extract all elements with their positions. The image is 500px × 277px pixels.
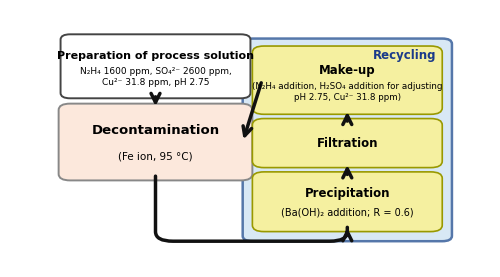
Text: (Fe ion, 95 °C): (Fe ion, 95 °C) (118, 151, 193, 161)
Text: Filtration: Filtration (316, 137, 378, 150)
Text: Preparation of process solution: Preparation of process solution (57, 51, 254, 61)
FancyBboxPatch shape (58, 104, 252, 180)
FancyBboxPatch shape (252, 119, 442, 168)
FancyBboxPatch shape (60, 34, 250, 98)
FancyBboxPatch shape (242, 39, 452, 241)
Text: Decontamination: Decontamination (92, 124, 220, 137)
Text: Recycling: Recycling (373, 49, 436, 62)
FancyBboxPatch shape (252, 172, 442, 232)
Text: N₂H₄ 1600 ppm, SO₄²⁻ 2600 ppm,
Cu²⁻ 31.8 ppm, pH 2.75: N₂H₄ 1600 ppm, SO₄²⁻ 2600 ppm, Cu²⁻ 31.8… (80, 67, 232, 87)
Text: Precipitation: Precipitation (304, 187, 390, 200)
Text: (N₂H₄ addition, H₂SO₄ addition for adjusting
pH 2.75, Cu²⁻ 31.8 ppm): (N₂H₄ addition, H₂SO₄ addition for adjus… (252, 82, 442, 102)
FancyBboxPatch shape (252, 46, 442, 114)
Text: Make-up: Make-up (319, 64, 376, 77)
Text: (Ba(OH)₂ addition; R = 0.6): (Ba(OH)₂ addition; R = 0.6) (281, 207, 413, 217)
